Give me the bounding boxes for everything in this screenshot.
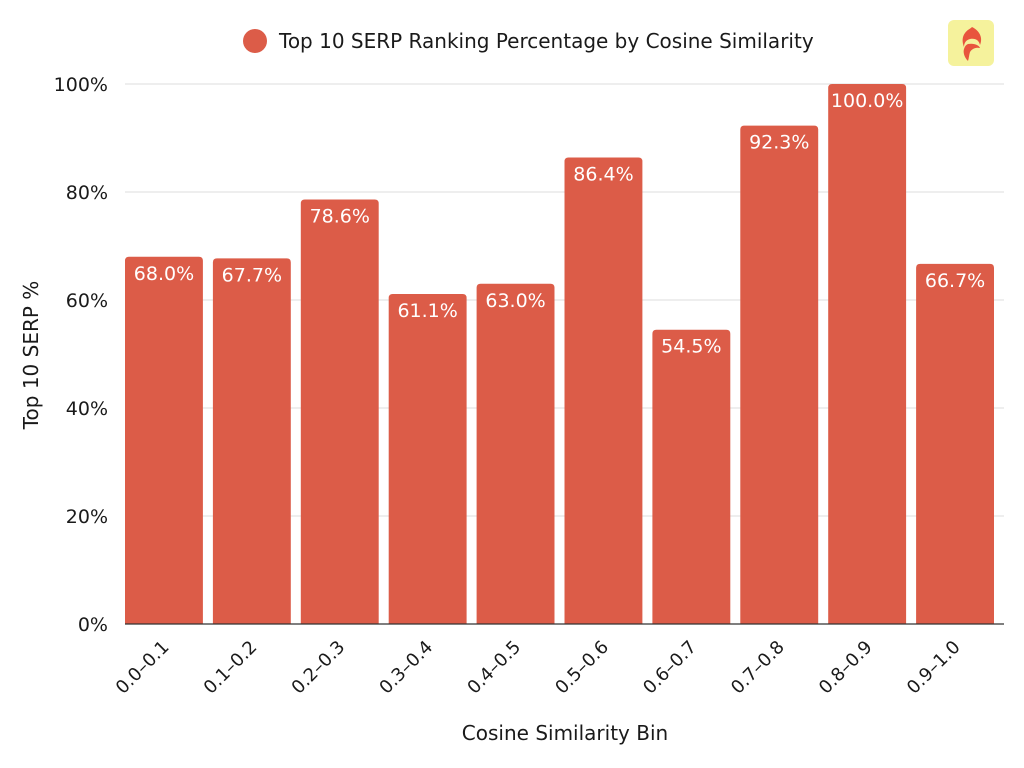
bar-data-label: 68.0% xyxy=(134,263,194,285)
bar xyxy=(916,263,994,624)
x-tick-label: 0.6–0.7 xyxy=(639,637,701,699)
y-tick-label: 20% xyxy=(66,506,108,528)
bar-data-label: 61.1% xyxy=(397,300,457,322)
bar-data-label: 66.7% xyxy=(925,270,985,292)
bar-data-label: 100.0% xyxy=(831,90,903,112)
y-tick-label: 40% xyxy=(66,398,108,420)
bar xyxy=(740,125,819,624)
legend-swatch xyxy=(243,29,267,53)
legend: Top 10 SERP Ranking Percentage by Cosine… xyxy=(243,26,814,56)
x-tick-label: 0.3–0.4 xyxy=(375,637,437,699)
x-tick-label: 0.4–0.5 xyxy=(463,637,525,699)
bar xyxy=(388,294,467,624)
y-axis-title: Top 10 SERP % xyxy=(19,281,43,431)
bar xyxy=(476,283,555,624)
x-tick-label: 0.9–1.0 xyxy=(903,637,965,699)
bar-data-label: 86.4% xyxy=(573,163,633,185)
x-tick-label: 0.8–0.9 xyxy=(815,637,877,699)
bar-data-label: 92.3% xyxy=(749,132,809,154)
bars xyxy=(125,84,994,624)
flame-logo-icon xyxy=(948,20,994,66)
x-axis-title: Cosine Similarity Bin xyxy=(462,721,668,745)
bar xyxy=(300,199,379,624)
y-axis: 0% 20% 40% 60% 80% 100% xyxy=(54,74,1004,636)
legend-label: Top 10 SERP Ranking Percentage by Cosine… xyxy=(279,29,814,53)
x-tick-label: 0.2–0.3 xyxy=(288,637,350,699)
data-labels: 68.0% 67.7% 78.6% 61.1% 63.0% 86.4% 54.5% 92.3%… xyxy=(134,90,985,358)
y-tick-label: 60% xyxy=(66,290,108,312)
y-tick-label: 0% xyxy=(78,614,108,636)
bar xyxy=(828,84,907,624)
bar xyxy=(652,329,731,624)
y-tick-label: 100% xyxy=(54,74,108,96)
x-tick-label: 0.0–0.1 xyxy=(112,637,174,699)
bar-data-label: 54.5% xyxy=(661,336,721,358)
bar xyxy=(125,256,203,624)
bar-data-label: 63.0% xyxy=(485,290,545,312)
x-tick-label: 0.5–0.6 xyxy=(551,637,613,699)
bar-data-label: 78.6% xyxy=(310,206,370,228)
bar-data-label: 67.7% xyxy=(222,264,282,286)
x-axis: 0.0–0.1 0.1–0.2 0.2–0.3 0.3–0.4 0.4–0.5 0.5–0… xyxy=(112,637,965,699)
bar xyxy=(564,157,643,624)
y-tick-label: 80% xyxy=(66,182,108,204)
bar xyxy=(212,258,291,624)
x-tick-label: 0.7–0.8 xyxy=(727,637,789,699)
x-tick-label: 0.1–0.2 xyxy=(200,637,262,699)
